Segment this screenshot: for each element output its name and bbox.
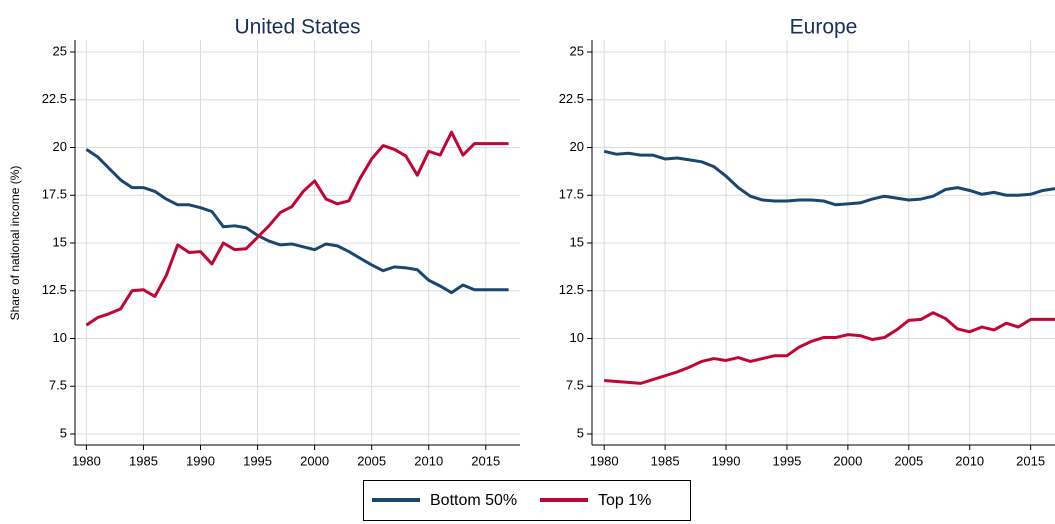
line-series [85,130,509,327]
x-tick-label: 2010 [414,453,443,468]
y-tick-label: 7.5 [49,378,67,393]
x-tick-label: 2015 [1016,453,1045,468]
line-series [603,149,1055,207]
x-tick-label: 1985 [651,453,680,468]
x-tick-label: 2005 [357,453,386,468]
y-tick-label: 5 [60,425,67,440]
y-tick-label: 5 [577,425,584,440]
x-tick-label: 1990 [186,453,215,468]
y-tick-label: 17.5 [42,187,67,202]
x-tick-label: 1980 [72,453,101,468]
legend-label: Bottom 50% [430,492,517,509]
x-tick-label: 2015 [471,453,500,468]
y-tick-label: 10 [53,330,67,345]
x-tick-label: 1990 [712,453,741,468]
x-tick-label: 1995 [772,453,801,468]
x-tick-label: 2010 [955,453,984,468]
y-tick-label: 12.5 [559,282,584,297]
y-tick-label: 25 [570,43,584,58]
y-tick-label: 15 [53,234,67,249]
y-tick-label: 12.5 [42,282,67,297]
x-tick-label: 1985 [129,453,158,468]
y-tick-label: 22.5 [42,91,67,106]
chart-title: Europe [790,16,858,39]
x-tick-label: 2005 [894,453,923,468]
chart-title: United States [234,16,360,39]
x-tick-label: 1995 [243,453,272,468]
y-tick-label: 25 [53,43,67,58]
y-tick-label: 20 [53,139,67,154]
line-series [604,311,1055,385]
y-tick-label: 22.5 [559,91,584,106]
legend-box [363,480,691,521]
x-tick-label: 2000 [300,453,329,468]
legend-label: Top 1% [598,492,651,509]
y-axis-label: Share of national income (%) [8,166,22,321]
y-tick-label: 20 [570,139,584,154]
x-tick-label: 2000 [833,453,862,468]
x-tick-label: 1980 [590,453,619,468]
y-tick-label: 15 [570,234,584,249]
y-tick-label: 7.5 [566,378,584,393]
line-series [85,148,509,295]
y-tick-label: 17.5 [559,187,584,202]
y-tick-label: 10 [570,330,584,345]
